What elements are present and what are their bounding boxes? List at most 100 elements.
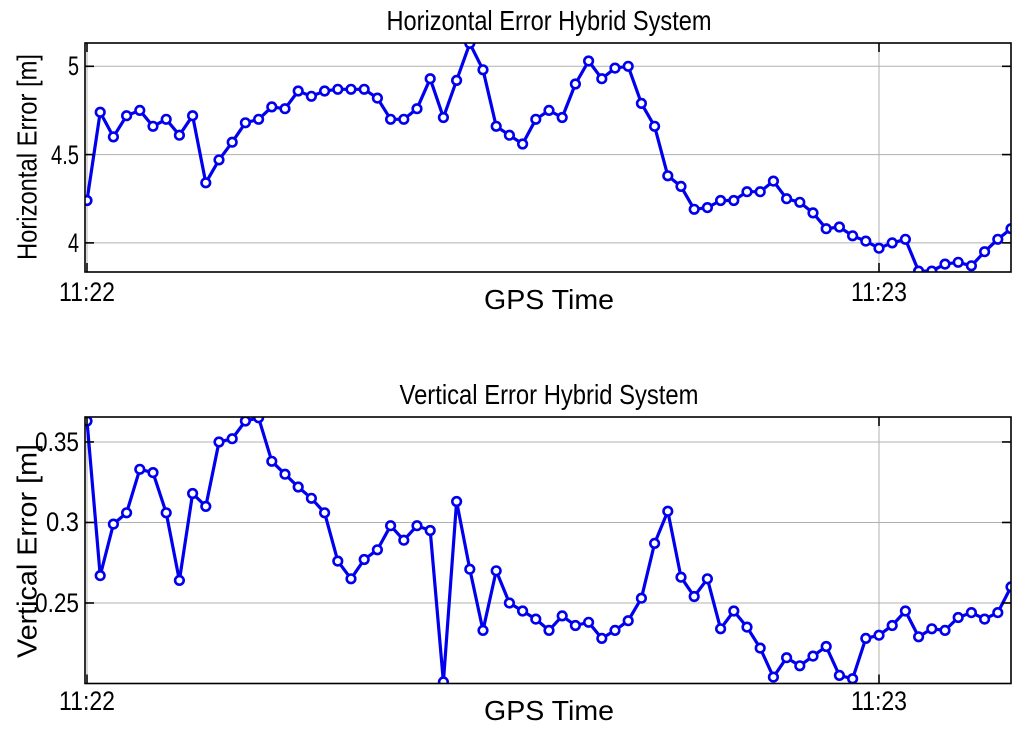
data-point [609, 62, 621, 74]
data-point [213, 154, 225, 166]
data-point [1005, 581, 1011, 593]
chart-0-xlabel: GPS Time [484, 284, 614, 315]
data-point [675, 571, 687, 583]
data-point [833, 669, 846, 682]
data-point [556, 111, 568, 124]
data-point [160, 507, 172, 519]
chart-0-xtick-1: 11:23 [851, 277, 907, 307]
data-point [596, 632, 608, 645]
data-point [490, 120, 502, 132]
data-point [899, 605, 912, 617]
data-point [147, 120, 159, 132]
data-point [345, 83, 357, 95]
data-point [741, 186, 753, 198]
data-point [437, 111, 450, 124]
data-point [754, 642, 766, 654]
data-point [701, 202, 714, 214]
chart-0-xtick-0: 11:22 [59, 277, 115, 307]
chart-0-grid [85, 43, 1011, 272]
data-point [582, 55, 595, 67]
series-line [85, 417, 1011, 684]
data-point [120, 110, 133, 122]
data-point [728, 194, 740, 207]
data-point [873, 629, 885, 641]
data-point [464, 563, 476, 575]
data-point [385, 520, 397, 532]
chart-1-ytick-1: 0.3 [46, 507, 79, 537]
chart-1-xtick-1: 11:23 [851, 686, 907, 716]
data-point [134, 463, 146, 475]
data-point [266, 101, 278, 113]
data-point [662, 505, 674, 517]
data-point [569, 619, 582, 632]
data-point [965, 260, 978, 272]
data-point [794, 196, 806, 208]
data-point [582, 616, 595, 628]
data-point [767, 175, 780, 187]
data-point [292, 481, 304, 493]
data-point [200, 177, 212, 189]
data-point [688, 590, 700, 603]
data-point [451, 495, 463, 508]
data-point [860, 632, 872, 645]
chart-0-series [85, 43, 1011, 272]
data-point [385, 113, 397, 125]
data-point [701, 573, 714, 585]
data-point [820, 640, 832, 653]
data-point [107, 518, 119, 530]
data-point [741, 621, 753, 633]
data-point [332, 555, 344, 567]
data-point [398, 113, 410, 125]
data-point [728, 605, 740, 617]
data-point [279, 468, 291, 480]
data-point [992, 606, 1004, 619]
chart-1-ytick-0: 0.35 [35, 427, 79, 457]
data-point [899, 233, 912, 245]
data-point [833, 221, 846, 233]
data-point [913, 265, 925, 272]
data-point [648, 537, 661, 550]
data-point [358, 553, 370, 566]
chart-1-grid [85, 417, 1011, 684]
data-point [345, 573, 357, 585]
data-point [873, 242, 885, 254]
data-point [847, 673, 859, 684]
data-point [411, 520, 423, 532]
data-point [886, 237, 898, 249]
chart-1-axes-border [84, 416, 1012, 685]
data-point [675, 180, 687, 192]
data-point [266, 455, 278, 467]
chart-0-title: Horizontal Error Hybrid System [387, 5, 712, 36]
data-point [622, 60, 634, 72]
data-point [952, 611, 964, 624]
chart-horizontal-error: Horizontal Error Hybrid System Horizonta… [12, 5, 1012, 315]
data-point [754, 186, 766, 198]
data-point [187, 110, 199, 122]
data-point [912, 631, 925, 643]
data-point [939, 624, 951, 637]
data-point [134, 104, 146, 116]
data-point [398, 534, 410, 546]
data-point [714, 623, 727, 635]
data-point [411, 103, 423, 115]
data-point [794, 660, 806, 672]
data-point [371, 92, 384, 104]
data-point [120, 507, 133, 519]
data-point [305, 492, 318, 504]
data-point [516, 605, 529, 617]
data-point [609, 624, 621, 637]
chart-0-ylabel: Horizontal Error [m] [12, 54, 43, 260]
data-point [596, 73, 608, 85]
chart-1-title: Vertical Error Hybrid System [400, 379, 699, 410]
data-point [807, 207, 819, 219]
data-point [780, 652, 793, 664]
data-point [371, 544, 384, 556]
data-point [992, 233, 1004, 245]
data-point [424, 73, 436, 85]
data-point [200, 500, 212, 513]
chart-0-axes-border [84, 42, 1012, 273]
data-point [147, 467, 159, 479]
data-point [807, 650, 819, 662]
data-point [160, 113, 172, 125]
